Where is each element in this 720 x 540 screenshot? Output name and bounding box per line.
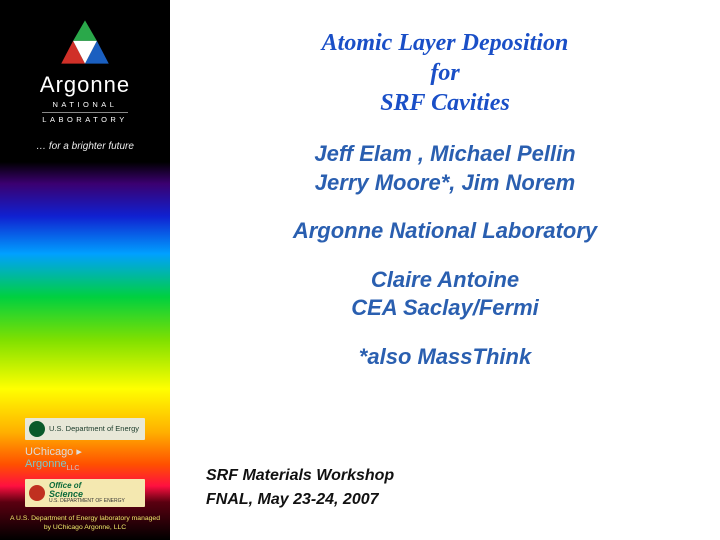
sidebar: Argonne NATIONAL LABORATORY … for a brig… — [0, 0, 170, 540]
office-science-seal-icon — [29, 485, 45, 501]
authors-affiliation-2: CEA Saclay/Fermi — [200, 294, 690, 323]
slide-root: Argonne NATIONAL LABORATORY … for a brig… — [0, 0, 720, 540]
argonne-sub1: NATIONAL — [40, 100, 130, 109]
authors-footnote: *also MassThink — [200, 343, 690, 372]
sidebar-content: Argonne NATIONAL LABORATORY … for a brig… — [0, 0, 170, 152]
main-content: Atomic Layer Deposition for SRF Cavities… — [170, 0, 720, 540]
uchicago-line1: UChicago ▸ — [25, 446, 82, 458]
authors-affiliation-1: Argonne National Laboratory — [200, 217, 690, 246]
uchicago-argonne-logo: UChicago ▸ ArgonneLLC — [25, 446, 145, 473]
authors-names-2: Jerry Moore*, Jim Norem — [200, 169, 690, 198]
bottom-logos: U.S. Department of Energy UChicago ▸ Arg… — [0, 418, 170, 532]
office-science-logo: Office of Science U.S. DEPARTMENT OF ENE… — [25, 479, 145, 507]
slide-title: Atomic Layer Deposition for SRF Cavities — [200, 28, 690, 118]
title-line2: for — [200, 58, 690, 88]
argonne-triangle-icon — [58, 18, 112, 66]
office-science-sub: U.S. DEPARTMENT OF ENERGY — [49, 499, 125, 504]
doe-seal-icon — [29, 421, 45, 437]
tagline: … for a brighter future — [36, 141, 134, 152]
doe-logo: U.S. Department of Energy — [25, 418, 145, 440]
title-line1: Atomic Layer Deposition — [200, 28, 690, 58]
management-note: A U.S. Department of Energy laboratory m… — [0, 515, 170, 532]
footer-block: SRF Materials Workshop FNAL, May 23-24, … — [206, 464, 394, 512]
title-line3: SRF Cavities — [200, 88, 690, 118]
argonne-logo-block: Argonne NATIONAL LABORATORY — [40, 18, 130, 127]
argonne-sub2: LABORATORY — [42, 112, 127, 124]
argonne-wordmark: Argonne — [40, 72, 130, 98]
authors-names-1: Jeff Elam , Michael Pellin — [200, 140, 690, 169]
footer-line1: SRF Materials Workshop — [206, 464, 394, 488]
uchicago-suffix: LLC — [67, 465, 80, 472]
authors-block: Jeff Elam , Michael Pellin Jerry Moore*,… — [200, 140, 690, 372]
authors-names-3: Claire Antoine — [200, 266, 690, 295]
doe-label: U.S. Department of Energy — [49, 425, 139, 433]
uchicago-line2: Argonne — [25, 458, 67, 470]
footer-line2: FNAL, May 23-24, 2007 — [206, 488, 394, 512]
